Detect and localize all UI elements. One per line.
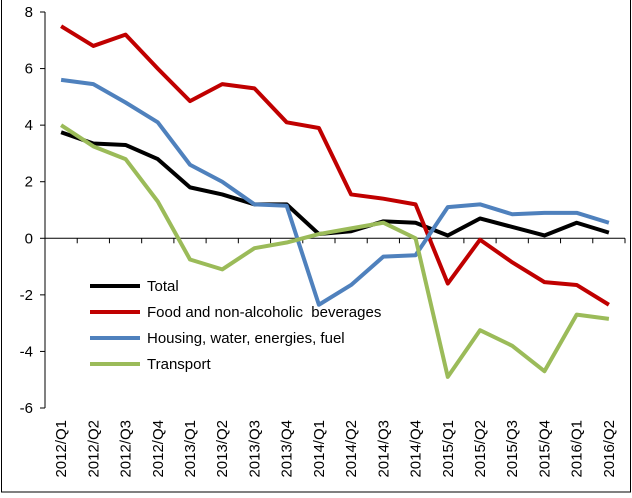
y-tick-label: 8 — [25, 4, 33, 21]
x-tick-label: 2014/Q3 — [375, 420, 392, 478]
y-tick-label: -4 — [20, 343, 33, 360]
x-tick-label: 2013/Q2 — [214, 420, 231, 478]
legend-label: Transport — [147, 356, 211, 373]
x-tick-label: 2015/Q2 — [472, 420, 489, 478]
x-tick-label: 2015/Q3 — [504, 420, 521, 478]
x-tick-label: 2014/Q4 — [408, 420, 425, 478]
y-tick-label: 4 — [25, 117, 33, 134]
x-tick-label: 2016/Q2 — [601, 420, 618, 478]
x-tick-label: 2012/Q2 — [85, 420, 102, 478]
legend-label: Total — [147, 278, 179, 295]
x-tick-label: 2012/Q4 — [150, 420, 167, 478]
x-tick-label: 2012/Q3 — [118, 420, 135, 478]
x-tick-label: 2016/Q1 — [569, 420, 586, 478]
x-tick-label: 2013/Q1 — [182, 420, 199, 478]
x-tick-label: 2013/Q4 — [279, 420, 296, 478]
legend-label: Housing, water, energies, fuel — [147, 330, 345, 347]
x-tick-label: 2012/Q1 — [53, 420, 70, 478]
x-tick-label: 2014/Q1 — [311, 420, 328, 478]
x-tick-label: 2013/Q3 — [246, 420, 263, 478]
series-line — [60, 24, 610, 307]
legend-label: Food and non-alcoholic beverages — [147, 304, 381, 321]
y-tick-label: 2 — [25, 174, 33, 191]
x-tick-label: 2014/Q2 — [343, 420, 360, 478]
x-tick-label: 2015/Q1 — [440, 420, 457, 478]
y-tick-label: 0 — [25, 230, 33, 247]
y-tick-label: -6 — [20, 400, 33, 417]
x-tick-label: 2015/Q4 — [536, 420, 553, 478]
y-tick-label: 6 — [25, 61, 33, 78]
y-tick-label: -2 — [20, 287, 33, 304]
series-line — [60, 77, 610, 307]
series-line — [60, 123, 610, 379]
